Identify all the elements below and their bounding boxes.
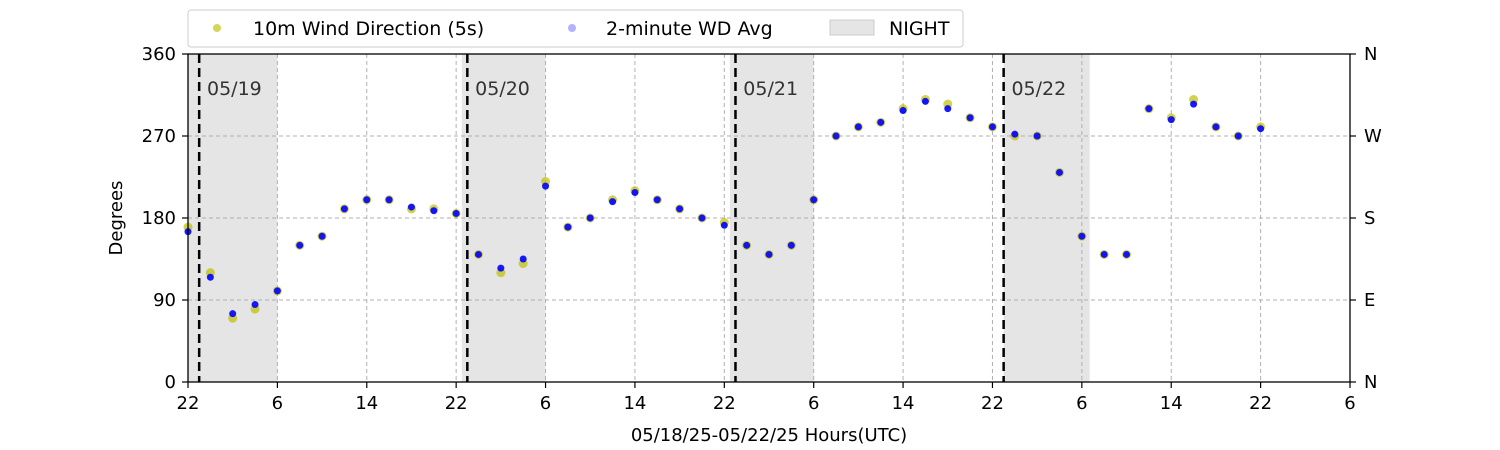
x-tick-label: 14 <box>623 393 646 414</box>
wd2m-point <box>497 264 505 272</box>
wd2m-point <box>564 223 572 231</box>
x-tick-label: 22 <box>713 393 736 414</box>
wd2m-point <box>743 241 751 249</box>
wd2m-point <box>988 123 996 131</box>
wd2m-point <box>206 273 214 281</box>
wd2m-point <box>1234 132 1242 140</box>
right-y-tick-label: W <box>1364 126 1382 147</box>
x-tick-label: 22 <box>445 393 468 414</box>
wd2m-point <box>921 97 929 105</box>
x-tick-label: 14 <box>892 393 915 414</box>
wd2m-point <box>720 221 728 229</box>
wd2m-point <box>273 287 281 295</box>
x-axis-label: 05/18/25-05/22/25 Hours(UTC) <box>631 425 907 446</box>
x-tick-label: 6 <box>1076 393 1087 414</box>
wd2m-point <box>787 241 795 249</box>
wd2m-point <box>385 196 393 204</box>
day-label-layer: 05/19 05/20 05/21 05/22 <box>207 78 1066 100</box>
y-tick-label: 360 <box>142 44 176 65</box>
wd2m-point <box>519 255 527 263</box>
y-tick-label: 90 <box>153 290 176 311</box>
right-y-tick-label: E <box>1364 290 1375 311</box>
wd2m-point <box>430 207 438 215</box>
wd2m-point <box>542 182 550 190</box>
x-tick-label: 6 <box>540 393 551 414</box>
wd2m-point <box>765 250 773 258</box>
day-label: 05/22 <box>1011 78 1066 100</box>
wd2m-point <box>832 132 840 140</box>
wd2m-point <box>251 301 259 309</box>
wd2m-point <box>877 118 885 126</box>
day-label: 05/21 <box>743 78 798 100</box>
wd2m-point <box>676 205 684 213</box>
y-axis-label: Degrees <box>106 181 127 256</box>
legend-wd2m-marker <box>568 24 576 32</box>
tick-layer: 22 6 14 22 6 14 22 6 14 22 6 14 22 6 0 90 180 270 360 N E S W N <box>142 44 1382 414</box>
day-label: 05/20 <box>475 78 530 100</box>
legend-wd5s-marker <box>213 24 221 32</box>
wd2m-point <box>944 105 952 113</box>
wd2m-point <box>475 250 482 258</box>
day-boundary-layer <box>197 54 1005 382</box>
legend-night-swatch <box>829 19 875 36</box>
wd2m-point <box>1167 116 1175 124</box>
wd2m-point <box>586 214 594 222</box>
wd2m-point <box>1100 250 1108 258</box>
wd2m-point <box>899 106 907 114</box>
wd2m-point <box>966 114 974 122</box>
wd2m-point <box>1190 100 1198 108</box>
wd2m-point <box>407 203 415 211</box>
x-tick-label: 22 <box>981 393 1004 414</box>
legend: 10m Wind Direction (5s) 2-minute WD Avg … <box>187 9 964 48</box>
day-label: 05/19 <box>207 78 262 100</box>
wd2m-point <box>653 196 661 204</box>
y-tick-label: 270 <box>142 126 176 147</box>
wd2m-point <box>340 205 348 213</box>
wd2m-point <box>1056 168 1063 176</box>
wd2m-point <box>631 188 639 196</box>
x-tick-label: 14 <box>1160 393 1183 414</box>
x-tick-label: 6 <box>808 393 819 414</box>
wd2m-point <box>229 310 237 318</box>
wd2m-point <box>1145 105 1153 113</box>
wd2m-point <box>1123 250 1131 258</box>
right-y-tick-label: N <box>1364 44 1377 65</box>
y-tick-label: 0 <box>165 372 176 393</box>
wd2m-point <box>854 123 862 131</box>
wd2m-point <box>452 209 460 217</box>
right-y-tick-label: N <box>1364 372 1377 393</box>
wd2m-point <box>296 241 304 249</box>
wd2m-point <box>698 214 706 222</box>
wd2m-point <box>1011 130 1019 138</box>
wd2m-point <box>609 198 617 206</box>
legend-wd2m-label: 2-minute WD Avg <box>606 18 773 40</box>
legend-wd5s-label: 10m Wind Direction (5s) <box>253 18 484 40</box>
wd2m-point <box>810 196 818 204</box>
x-tick-label: 6 <box>1344 393 1355 414</box>
x-tick-label: 22 <box>177 393 200 414</box>
wd2m-point <box>318 232 326 240</box>
wd2m-point <box>363 196 371 204</box>
wd2m-point <box>1257 125 1265 133</box>
y-tick-label: 180 <box>142 208 176 229</box>
wd2m-point <box>1212 123 1220 131</box>
legend-night-label: NIGHT <box>889 18 950 40</box>
wd2m-point <box>1078 232 1086 240</box>
legend-frame <box>187 9 964 48</box>
wd2m-point <box>1033 132 1041 140</box>
right-y-tick-label: S <box>1364 208 1375 229</box>
x-tick-label: 6 <box>272 393 283 414</box>
x-tick-label: 22 <box>1249 393 1272 414</box>
wd2m-points-layer <box>184 97 1265 318</box>
grid-layer <box>188 54 1350 382</box>
x-tick-label: 14 <box>355 393 378 414</box>
